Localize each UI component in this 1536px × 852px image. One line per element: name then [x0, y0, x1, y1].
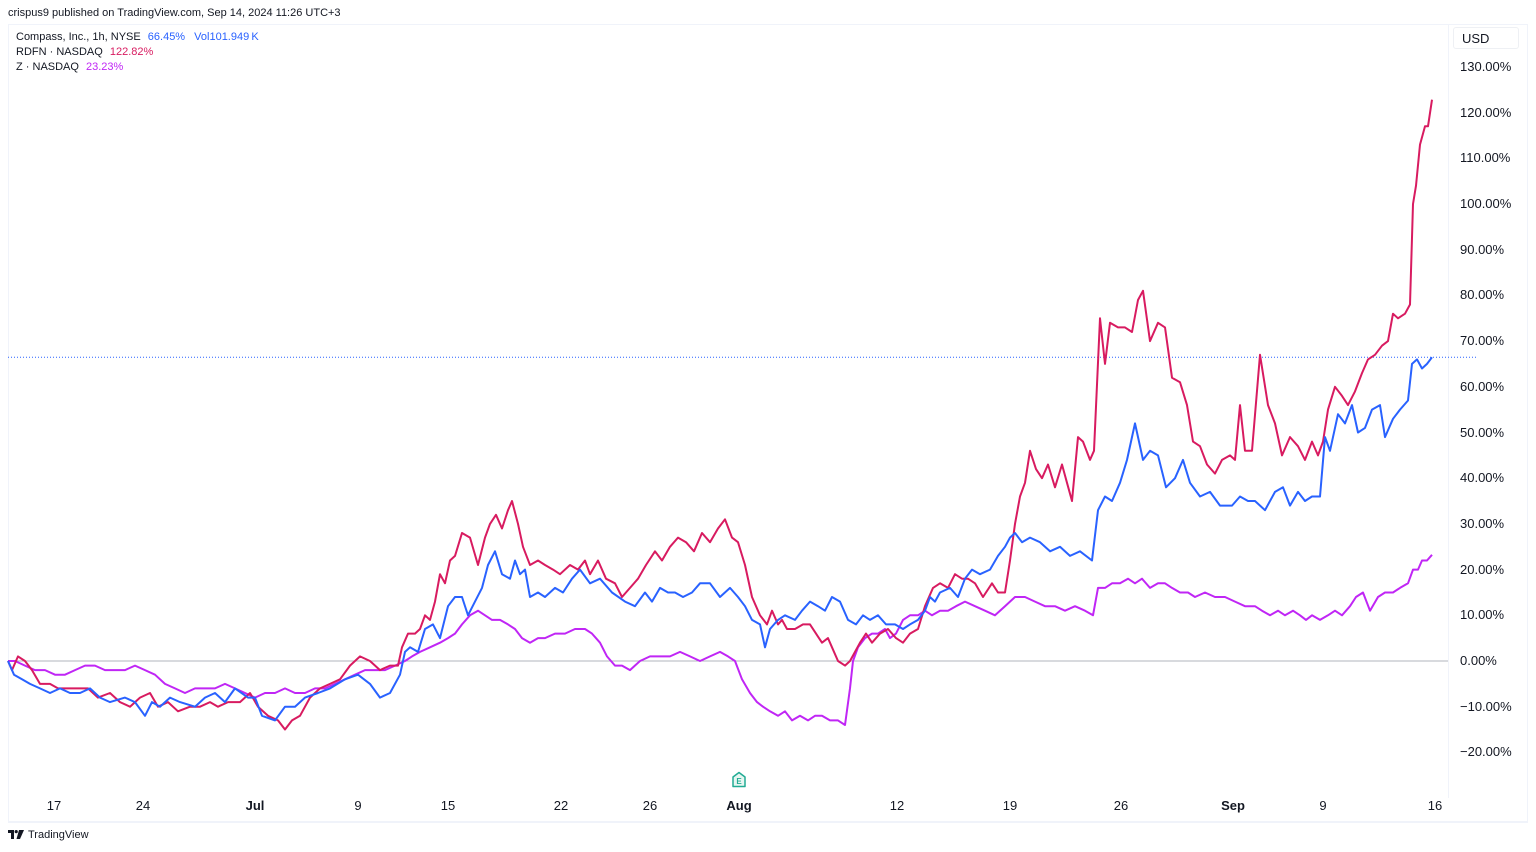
x-tick-label: 15: [440, 798, 456, 813]
y-tick-label: 110.00%: [1460, 150, 1511, 166]
y-tick-label: 130.00%: [1460, 58, 1512, 74]
legend-rdfn-value: 122.82%: [109, 46, 154, 58]
y-tick-label: 30.00%: [1460, 515, 1505, 531]
y-tick-label: 40.00%: [1460, 470, 1505, 486]
y-tick-label: 60.00%: [1460, 378, 1505, 394]
legend-volume-label: Vol: [194, 31, 210, 43]
x-tick-label: 24: [135, 798, 151, 813]
chart-legend: Compass, Inc., 1h, NYSE 66.45% Vol101.94…: [16, 30, 259, 75]
legend-main-series[interactable]: Compass, Inc., 1h, NYSE 66.45% Vol101.94…: [16, 30, 259, 45]
series-line-compass-inc-comp-: [7, 356, 1433, 722]
y-tick-label: 0.00%: [1460, 653, 1497, 668]
y-tick-label: −10.00%: [1460, 698, 1512, 714]
y-tick-label: 70.00%: [1460, 333, 1505, 349]
legend-z-label: Z · NASDAQ: [16, 61, 79, 73]
x-tick-label: 12: [889, 798, 905, 813]
tradingview-brand: TradingView: [28, 829, 89, 841]
series-line-rdfn: [7, 99, 1433, 731]
price-axis-divider: [1448, 24, 1449, 798]
x-tick-label: 17: [46, 798, 62, 813]
x-tick-label: Aug: [726, 798, 752, 813]
x-tick-label: 16: [1427, 798, 1443, 813]
x-tick-label: Jul: [245, 798, 265, 813]
x-tick-label: 26: [642, 798, 658, 813]
y-tick-label: −20.00%: [1460, 744, 1512, 760]
legend-main-label: Compass, Inc., 1h, NYSE: [16, 31, 141, 43]
y-tick-label: 120.00%: [1460, 104, 1512, 120]
y-tick-label: 80.00%: [1460, 287, 1505, 303]
legend-z-value: 23.23%: [86, 61, 124, 73]
legend-z-series[interactable]: Z · NASDAQ 23.23%: [16, 60, 259, 75]
y-tick-label: 50.00%: [1460, 424, 1505, 440]
legend-rdfn-series[interactable]: RDFN · NASDAQ 122.82%: [16, 45, 259, 60]
x-tick-label: 9: [1319, 798, 1327, 813]
y-tick-label: 90.00%: [1460, 241, 1505, 257]
svg-text:E: E: [736, 777, 742, 786]
legend-volume-value: 101.949 K: [209, 31, 259, 43]
time-axis-divider: [8, 822, 1528, 823]
published-info: crispus9 published on TradingView.com, S…: [8, 7, 341, 19]
x-tick-label: 19: [1002, 798, 1018, 813]
y-tick-label: 20.00%: [1460, 561, 1505, 577]
currency-selector[interactable]: USD: [1453, 27, 1519, 49]
x-tick-label: 26: [1113, 798, 1129, 813]
x-tick-label: 22: [553, 798, 569, 813]
y-tick-label: 10.00%: [1460, 607, 1505, 623]
legend-main-value: 66.45%: [147, 31, 186, 43]
earnings-marker[interactable]: E: [731, 771, 747, 788]
earnings-icon: E: [732, 771, 746, 788]
x-tick-label: Sep: [1221, 798, 1245, 813]
series-line-z: [8, 554, 1433, 726]
x-tick-label: 9: [354, 798, 362, 813]
legend-rdfn-label: RDFN · NASDAQ: [16, 46, 103, 58]
chart-frame: [8, 24, 1528, 822]
tradingview-logo[interactable]: TradingView: [8, 829, 89, 841]
tradingview-logo-icon: [8, 830, 24, 839]
y-tick-label: 100.00%: [1460, 196, 1512, 211]
